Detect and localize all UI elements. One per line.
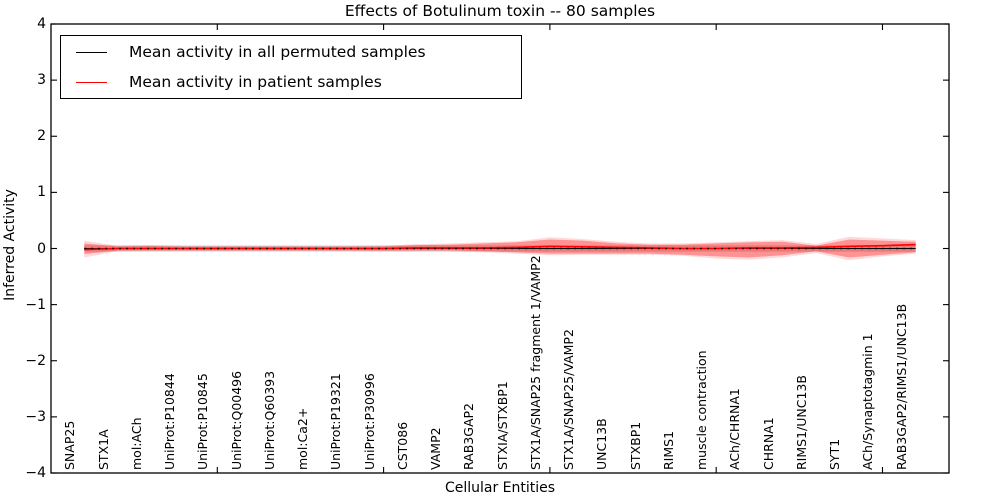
x-category-label: mol:Ca2+ bbox=[295, 407, 311, 470]
legend: Mean activity in all permuted samples Me… bbox=[60, 35, 522, 99]
x-category-label: UniProt:P30996 bbox=[361, 373, 377, 470]
y-tick-label: 0 bbox=[37, 240, 46, 257]
x-category-label: RIMS1/UNC13B bbox=[793, 375, 809, 470]
y-tick-label: −2 bbox=[25, 352, 46, 369]
legend-entry-patient-label: Mean activity in patient samples bbox=[129, 73, 382, 91]
x-category-label: UNC13B bbox=[594, 418, 610, 470]
x-category-label: UniProt:Q00496 bbox=[228, 370, 244, 470]
legend-entry-permuted-label: Mean activity in all permuted samples bbox=[129, 43, 426, 61]
permuted-mean-line-sample-icon bbox=[76, 51, 107, 53]
x-category-label: SNAP25 bbox=[62, 420, 78, 470]
x-category-label: ACh/CHRNA1 bbox=[727, 388, 743, 470]
x-category-label: VAMP2 bbox=[428, 427, 444, 470]
y-tick-label: 4 bbox=[37, 16, 46, 32]
x-category-label: UniProt:P10845 bbox=[195, 373, 211, 470]
x-category-label: mol:ACh bbox=[128, 417, 144, 471]
x-category-label: ACh/Synaptotagmin 1 bbox=[860, 333, 876, 470]
x-category-label: RAB3GAP2 bbox=[461, 403, 477, 470]
y-tick-label: −4 bbox=[25, 465, 46, 481]
y-tick-label: 2 bbox=[37, 128, 46, 145]
x-category-label: muscle contraction bbox=[694, 350, 710, 470]
x-category-label: STX1A bbox=[95, 429, 111, 470]
x-category-label: RAB3GAP2/RIMS1/UNC13B bbox=[893, 303, 909, 470]
y-tick-label: −1 bbox=[25, 296, 46, 313]
y-tick-label: 3 bbox=[37, 72, 46, 89]
x-category-label: CHRNA1 bbox=[760, 417, 776, 470]
legend-entry-patient: Mean activity in patient samples bbox=[61, 67, 521, 97]
x-category-label: UniProt:P19321 bbox=[328, 373, 344, 470]
x-category-label: STX1A/SNAP25/VAMP2 bbox=[561, 329, 577, 470]
x-category-label: SYT1 bbox=[827, 438, 843, 470]
x-category-label: STXBP1 bbox=[627, 421, 643, 470]
x-category-label: STX1A/SNAP25 fragment 1/VAMP2 bbox=[527, 255, 543, 470]
x-category-label: UniProt:P10844 bbox=[162, 373, 178, 470]
y-tick-label: −3 bbox=[25, 408, 46, 425]
plot-title: Effects of Botulinum toxin -- 80 samples bbox=[344, 2, 656, 20]
patient-mean-line-sample-icon bbox=[76, 81, 107, 83]
y-tick-label: 1 bbox=[37, 184, 46, 201]
x-category-label: RIMS1 bbox=[660, 430, 676, 470]
x-category-label: STXIA/STXBP1 bbox=[494, 381, 510, 470]
x-axis-label: Cellular Entities bbox=[444, 480, 556, 496]
x-category-label: UniProt:Q60393 bbox=[261, 370, 277, 470]
patient-mean-line bbox=[84, 243, 916, 251]
x-category-label: CST086 bbox=[394, 421, 410, 470]
legend-entry-permuted: Mean activity in all permuted samples bbox=[61, 37, 521, 67]
